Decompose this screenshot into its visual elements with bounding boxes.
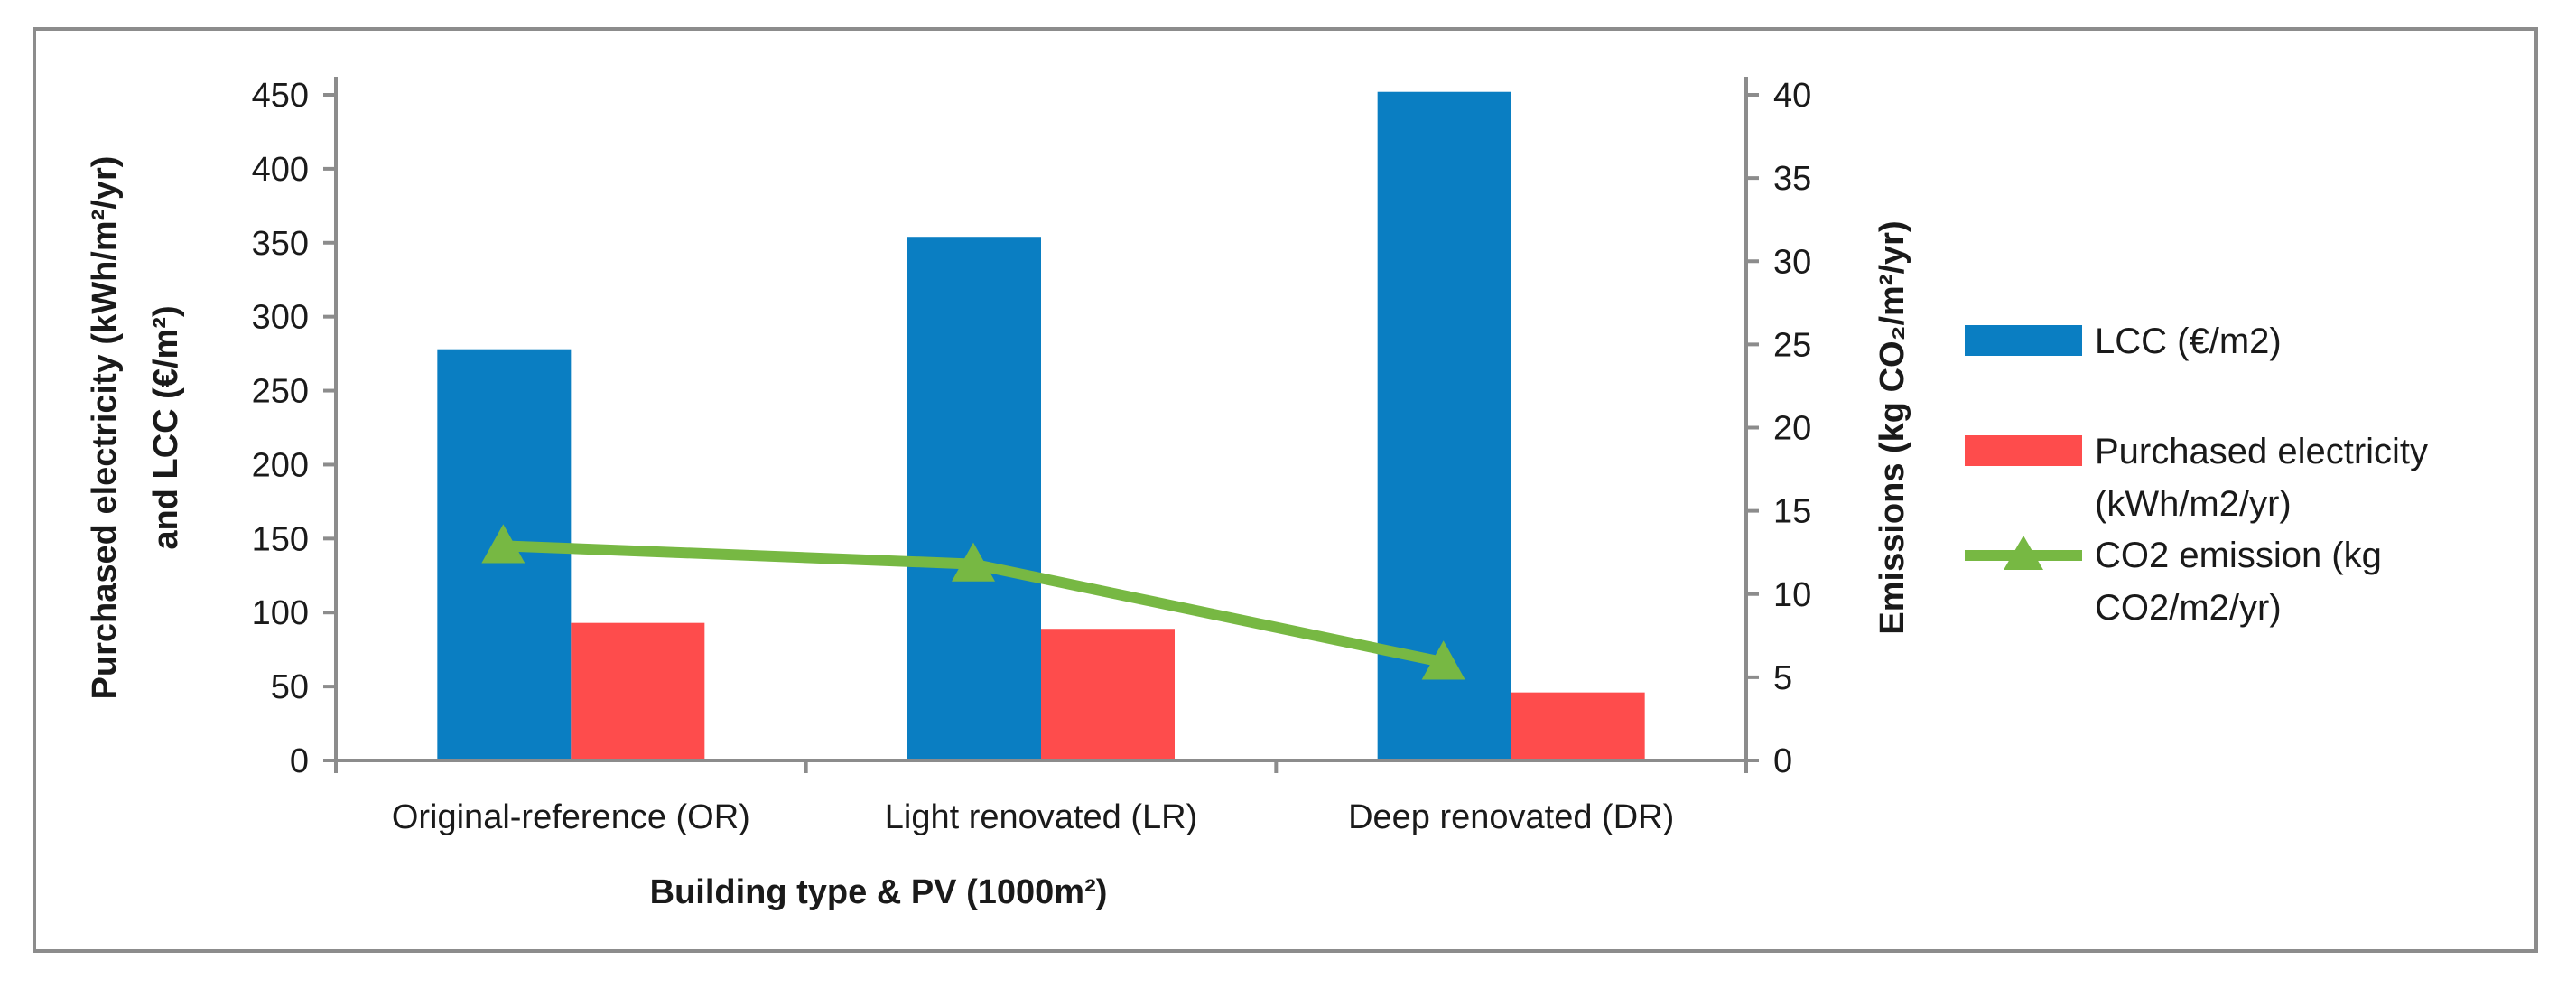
legend-label-2: CO2/m2/yr) [2095,588,2282,628]
x-tick-label: Light renovated (LR) [885,798,1197,836]
co2-marker-0 [481,524,525,564]
y2-tick-label: 25 [1773,326,1811,364]
y2-tick-label: 35 [1773,160,1811,198]
y-tick-label: 350 [252,225,309,263]
bar-purchased-electricity-1 [1041,629,1175,760]
y-tick-label: 100 [252,594,309,632]
y-tick-label: 50 [271,668,309,706]
co2-marker-1 [952,542,995,582]
bar-lcc-1 [907,237,1041,760]
y-axis-title-line2: and LCC (€/m²) [147,305,185,549]
legend-label-2: CO2 emission (kg [2095,536,2382,575]
x-tick-label: Original-reference (OR) [392,798,750,836]
co2-marker-2 [1421,640,1465,680]
y2-tick-label: 0 [1773,742,1792,780]
y2-axis-title: Emissions (kg CO₂/m²/yr) [1874,220,1911,634]
y-tick-label: 0 [290,742,309,780]
y2-tick-label: 15 [1773,493,1811,531]
y-tick-label: 300 [252,299,309,337]
y2-tick-label: 5 [1773,659,1792,697]
legend-label-1: (kWh/m2/yr) [2095,484,2292,524]
y-tick-label: 150 [252,520,309,558]
y-axis-title-line1: Purchased electricity (kWh/m²/yr) [86,156,124,700]
x-tick-label: Deep renovated (DR) [1348,798,1674,836]
legend-label-1: Purchased electricity [2095,432,2428,471]
y2-tick-label: 10 [1773,576,1811,614]
bar-purchased-electricity-0 [571,622,705,760]
y-tick-label: 400 [252,151,309,189]
y-tick-label: 250 [252,373,309,411]
x-axis-title: Building type & PV (1000m²) [650,873,1108,911]
y2-tick-label: 30 [1773,243,1811,281]
legend-swatch-0 [1965,325,2082,356]
y-tick-label: 200 [252,446,309,484]
y2-tick-label: 40 [1773,77,1811,115]
y2-tick-label: 20 [1773,410,1811,448]
y-tick-label: 450 [252,77,309,115]
bar-purchased-electricity-2 [1511,692,1645,760]
legend-label-0: LCC (€/m2) [2095,322,2282,361]
legend-swatch-1 [1965,435,2082,466]
legend-swatch-marker [2004,536,2043,570]
